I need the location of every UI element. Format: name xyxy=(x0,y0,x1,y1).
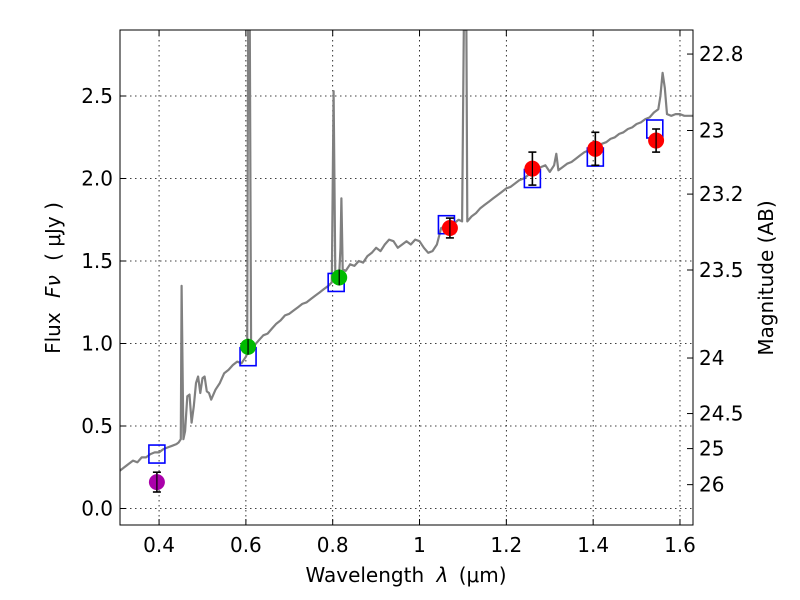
y2-tick-label: 26 xyxy=(699,473,724,497)
y-tick-label: 2.5 xyxy=(81,84,113,108)
y-axis-label-symbol: Fν xyxy=(41,275,65,298)
model-photometry-square xyxy=(148,444,166,464)
x-tick-label: 0.8 xyxy=(317,533,349,557)
y2-tick-label: 25 xyxy=(699,437,724,461)
y2-axis-label: Magnitude (AB) xyxy=(754,200,778,355)
axes-frame xyxy=(119,29,694,526)
x-tick-label: 1.2 xyxy=(490,533,522,557)
x-axis-label: Wavelength λ (μm) xyxy=(305,563,506,587)
x-tick-label: 1.6 xyxy=(664,533,696,557)
y-tick-label: 2.0 xyxy=(81,167,113,191)
y-tick-label: 1.5 xyxy=(81,249,113,273)
y-tick-label: 1.0 xyxy=(81,332,113,356)
x-axis-label-unit: (μm) xyxy=(459,563,507,587)
x-tick-label: 0.6 xyxy=(230,533,262,557)
y-axis-label-prefix: Flux xyxy=(41,312,65,354)
y2-tick-label: 24 xyxy=(699,346,724,370)
x-tick-label: 0.4 xyxy=(143,533,175,557)
grid xyxy=(120,30,693,525)
x-tick-label: 1.4 xyxy=(577,533,609,557)
y-axis-label-unit: ( μJy ) xyxy=(41,202,65,261)
ticks: 0.4 0.6 0.8 1 1.2 1.4 1.6 0.0 0.5 1.0 1.5 2.0 2.5 22.… xyxy=(81,30,744,557)
plot-area xyxy=(120,30,693,493)
y2-tick-label: 24.5 xyxy=(699,402,744,426)
y2-tick-label: 23.5 xyxy=(699,258,744,282)
x-tick-label: 1 xyxy=(413,533,426,557)
y2-tick-label: 23 xyxy=(699,119,724,143)
y-axis-label: Flux Fν ( μJy ) xyxy=(41,202,65,354)
y2-tick-label: 22.8 xyxy=(699,42,744,66)
y-tick-label: 0.5 xyxy=(81,414,113,438)
x-axis-label-symbol: λ xyxy=(436,563,449,587)
x-axis-label-prefix: Wavelength xyxy=(305,563,424,587)
y2-tick-label: 23.2 xyxy=(699,182,744,206)
y-tick-label: 0.0 xyxy=(81,497,113,521)
